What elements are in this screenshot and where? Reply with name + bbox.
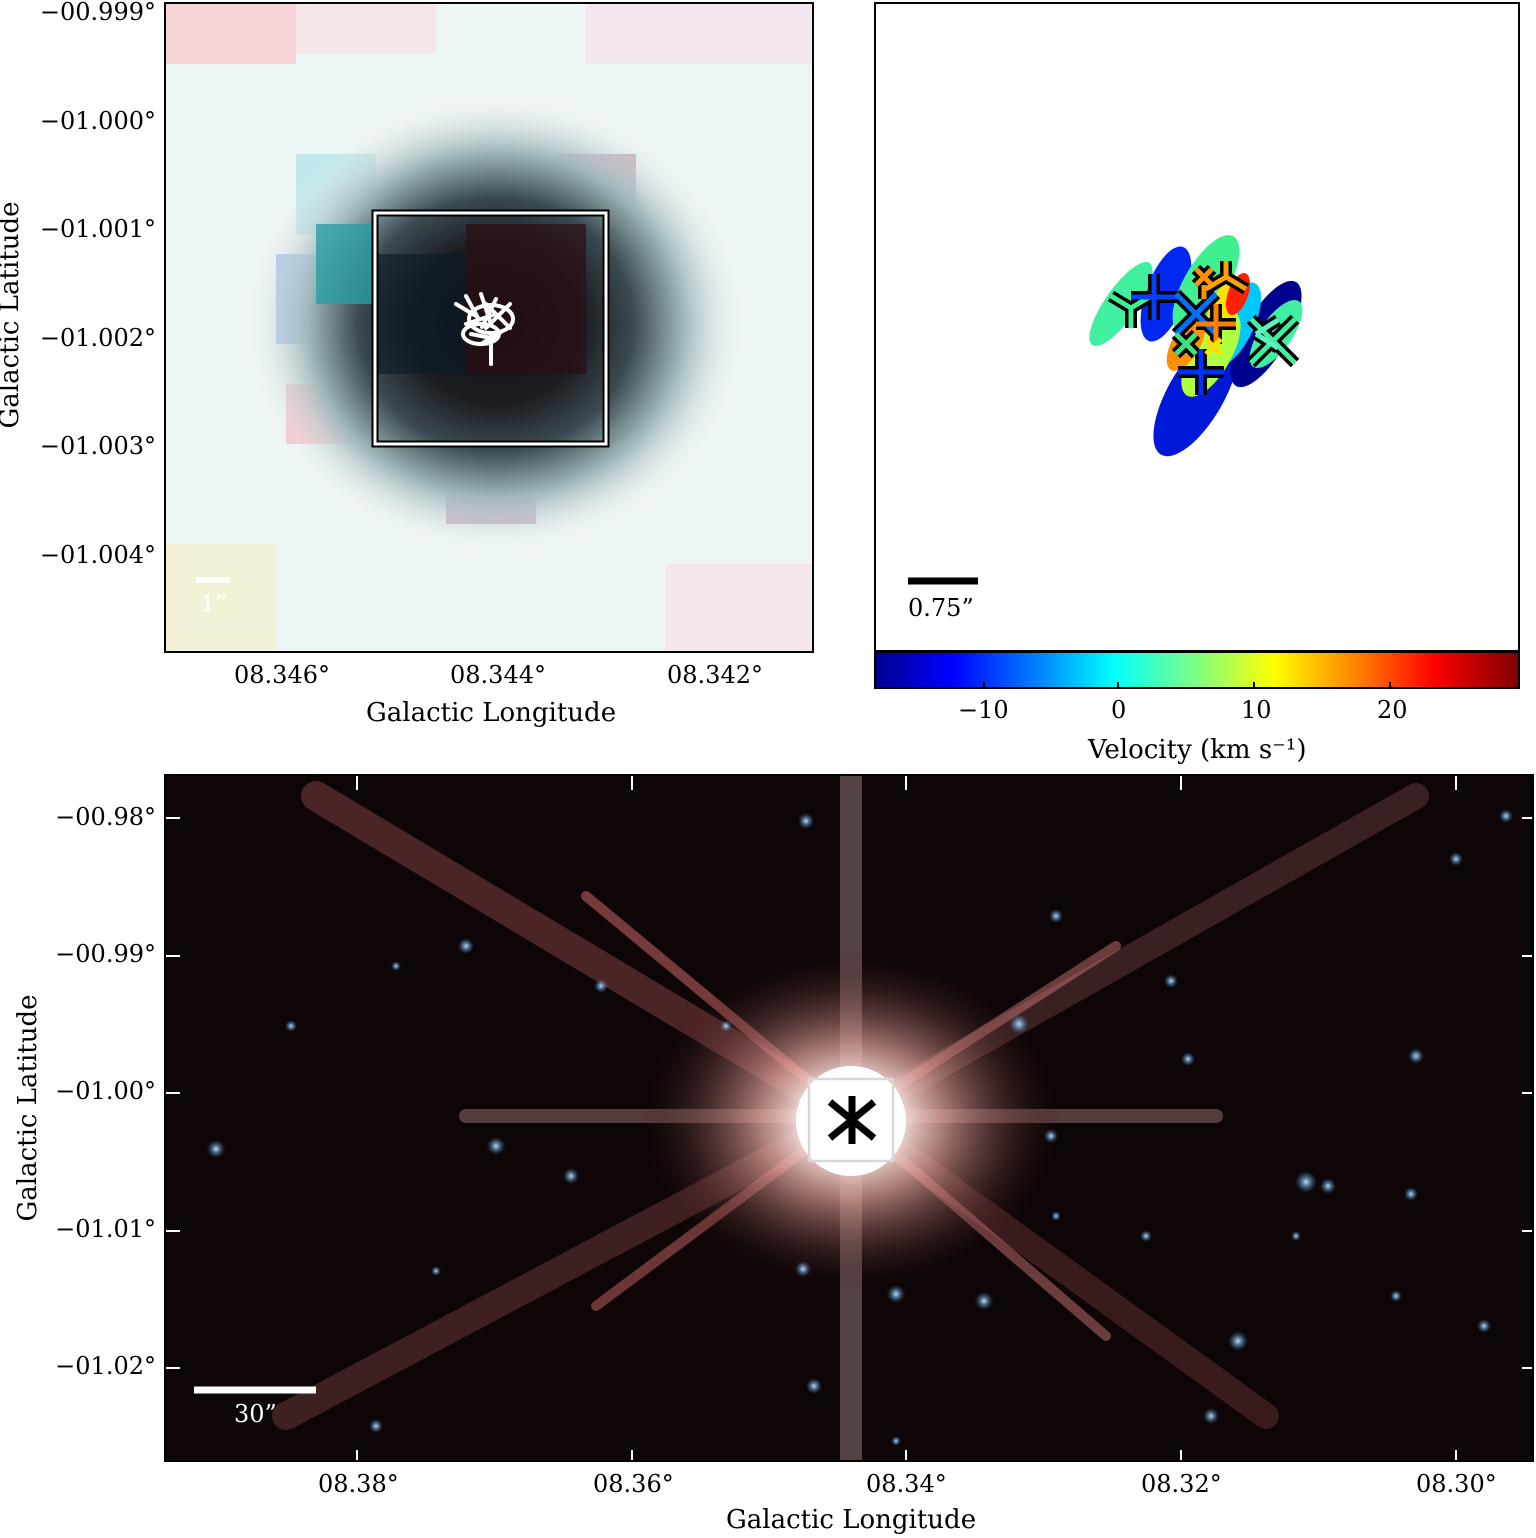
top-left-y-tick: −01.002° (39, 324, 156, 352)
top-left-y-tick: −01.001° (39, 215, 156, 243)
colorbar-label: Velocity (km s⁻¹) (1088, 735, 1307, 765)
zoom-box (807, 1077, 895, 1163)
background-stars (207, 809, 1513, 1446)
top-left-scalebar-label: 1” (200, 590, 228, 618)
bottom-y-tick: −01.02° (55, 1352, 156, 1380)
bottom-x-tick: 08.34° (866, 1470, 947, 1498)
top-left-y-tick: −01.000° (39, 107, 156, 135)
maser-spot-markers (454, 292, 515, 366)
bottom-x-tick: 08.38° (318, 1470, 399, 1498)
bottom-scalebar-label: 30” (234, 1400, 277, 1428)
top-left-pixel-image (166, 4, 812, 651)
top-left-y-axis-title: Galactic Latitude (0, 201, 25, 429)
colorbar-tick: 0 (1111, 696, 1127, 724)
top-right-scalebar-label: 0.75” (908, 594, 974, 622)
bottom-y-tick: −00.98° (55, 803, 156, 831)
top-left-x-tick: 08.342° (667, 661, 763, 689)
bottom-x-tick: 08.36° (593, 1470, 674, 1498)
bottom-x-tick: 08.30° (1416, 1470, 1497, 1498)
colorbar-tick: −10 (958, 696, 1009, 724)
velocity-spot-plot (908, 235, 1303, 585)
source-marker (827, 1096, 877, 1144)
top-left-y-tick: −01.004° (39, 541, 156, 569)
bottom-wide-field-panel: 30” (164, 774, 1534, 1462)
bottom-y-tick: −00.99° (55, 940, 156, 968)
bottom-y-tick: −01.00° (55, 1077, 156, 1105)
colorbar-ticks (983, 682, 1391, 688)
velocity-colorbar (874, 651, 1520, 689)
bottom-y-axis-title: Galactic Latitude (13, 994, 43, 1222)
bottom-y-tick: −01.01° (55, 1215, 156, 1243)
bottom-x-axis-title: Galactic Longitude (726, 1505, 977, 1535)
top-left-x-tick: 08.344° (450, 661, 546, 689)
top-left-image-panel: 1” (164, 2, 814, 653)
bottom-star-image (166, 776, 1532, 1460)
bottom-axis-ticks (166, 776, 1532, 1460)
top-left-x-tick: 08.346° (234, 661, 330, 689)
velocity-markers (1107, 261, 1300, 395)
top-right-velocity-panel: 0.75” (874, 2, 1520, 652)
colorbar-tick: 10 (1241, 696, 1272, 724)
colorbar-tick: 20 (1377, 696, 1408, 724)
top-left-x-axis-title: Galactic Longitude (366, 698, 617, 728)
top-left-y-tick: −01.003° (39, 432, 156, 460)
bottom-x-tick: 08.32° (1141, 1470, 1222, 1498)
top-left-y-tick: −00.999° (39, 0, 156, 26)
